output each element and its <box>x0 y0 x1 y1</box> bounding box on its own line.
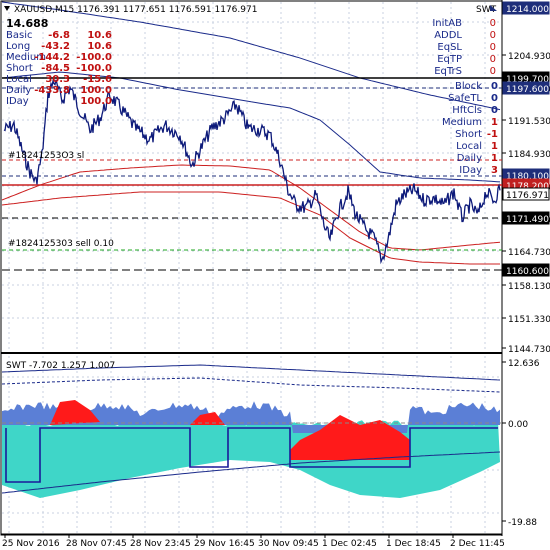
price-tick-label: 1184.930 <box>508 150 550 160</box>
price-tick-label: 1204.930 <box>508 52 550 62</box>
panel-value: 0 <box>490 30 496 41</box>
stats-value-1: -43.2 <box>41 41 70 52</box>
bid-price-label: 14.688 <box>6 17 48 30</box>
panel-value: 1 <box>491 153 498 164</box>
panel-label-addl: ADDL <box>434 30 462 41</box>
price-marker-label: 1197.600 <box>506 85 549 95</box>
dropdown-arrow-icon[interactable] <box>4 6 10 11</box>
stats-value-2: -15.6 <box>83 74 112 85</box>
stats-value-2: -100.0 <box>76 63 112 74</box>
stats-value-1: -433.8 <box>34 85 70 96</box>
panel-label-eqtrs: EqTrS <box>434 66 462 77</box>
oscillator-title: SWT -7.702 1.257 1.007 <box>6 361 115 371</box>
slow-ma-line <box>1 1 501 111</box>
price-marker <box>502 211 550 225</box>
panel-value: 0 <box>490 54 496 65</box>
panel-value: 0 <box>490 42 496 53</box>
panel-value: 1 <box>491 117 498 128</box>
time-tick-label: 1 Dec 18:45 <box>386 539 441 549</box>
stats-label-basic: Basic <box>6 30 32 41</box>
price-marker <box>502 1 550 15</box>
oscillator-upper-band-2 <box>1 377 501 393</box>
osc-tick-label: 12.636 <box>508 359 540 369</box>
price-marker <box>502 263 550 277</box>
price-marker-label: 1160.600 <box>506 267 549 277</box>
indicator-tag: SWT <box>476 5 497 15</box>
panel-value: 0 <box>491 81 498 92</box>
panel-label-safetl: SafeTL <box>448 93 482 104</box>
panel-value: 0 <box>490 18 496 29</box>
stats-label-iday: IDay <box>6 96 29 107</box>
time-tick-label: 29 Nov 16:45 <box>194 539 255 549</box>
panel-value: 1 <box>491 141 498 152</box>
panel-label-iday: IDay <box>459 165 482 176</box>
panel-label-medium: Medium <box>442 117 482 128</box>
oscillator-red-area <box>190 412 225 425</box>
panel-label-short: Short <box>455 129 482 140</box>
stats-value-1: -6.8 <box>48 30 70 41</box>
stats-label-long: Long <box>6 41 30 52</box>
price-marker-label: 1178.200 <box>506 182 549 192</box>
time-tick-label: 30 Nov 09:45 <box>258 539 319 549</box>
price-line <box>3 78 501 265</box>
panel-value: 0 <box>491 105 498 116</box>
panel-label-block: Block <box>455 81 482 92</box>
stats-label-medium: Medium <box>6 52 46 63</box>
price-tick-label: 1158.130 <box>508 282 550 292</box>
panel-label-hftcls: HftCls <box>452 105 482 116</box>
panel-label-eqtp: EqTP <box>437 54 462 65</box>
time-tick-label: 28 Nov 23:45 <box>130 539 191 549</box>
oscillator-upper-band <box>1 364 501 381</box>
stats-label-local: Local <box>6 74 32 85</box>
price-tick-label: 1164.730 <box>508 248 550 258</box>
price-marker-label: 1171.490 <box>506 215 549 225</box>
time-tick-label: 25 Nov 2016 <box>2 539 60 549</box>
panel-label-local: Local <box>456 141 482 152</box>
panel-value: -1 <box>487 129 498 140</box>
symbol-title: XAUUSD,M15 1176.391 1177.651 1176.591 11… <box>14 5 257 15</box>
stats-label-daily: Daily <box>6 85 31 96</box>
stats-value-2: 100.0 <box>80 96 112 107</box>
stats-value-2: 100.0 <box>80 85 112 96</box>
stats-value-2: -100.0 <box>76 52 112 63</box>
panel-value: 0 <box>490 66 496 77</box>
red-ma-line-2 <box>1 191 500 265</box>
panel-label-eqsl: EqSL <box>437 42 462 53</box>
oscillator-red-area <box>290 415 410 460</box>
medium-ma-line <box>1 71 501 183</box>
stats-label-short: Short <box>6 63 33 74</box>
panel-value: 3 <box>491 165 498 176</box>
oscillator-cyan-area <box>2 420 500 498</box>
stats-value-1: -144.2 <box>34 52 70 63</box>
price-marker-label: 1176.971 <box>506 191 549 201</box>
oscillator-step-line <box>5 427 498 483</box>
panel-value: 0 <box>491 93 498 104</box>
panel-label-daily: Daily <box>457 153 482 164</box>
oscillator-lower-band <box>1 451 501 494</box>
stats-value-1: -84.5 <box>41 63 70 74</box>
time-tick-label: 2 Dec 11:45 <box>450 539 505 549</box>
price-marker <box>502 81 550 95</box>
sell-order-label: #1824125303 sell 0.10 <box>8 239 114 249</box>
indicator-arrow-icon <box>490 5 497 11</box>
osc-tick-label: -19.88 <box>508 518 537 528</box>
price-marker <box>502 187 550 201</box>
osc-tick-label: 0.00 <box>508 420 528 430</box>
oscillator-red-area <box>50 400 100 425</box>
price-marker-label: 1214.000 <box>506 5 549 15</box>
time-tick-label: 28 Nov 07:45 <box>66 539 127 549</box>
price-tick-label: 1151.330 <box>508 315 550 325</box>
stats-value-2: 10.6 <box>87 41 112 52</box>
price-marker-label: 1199.700 <box>506 75 549 85</box>
stats-value-1: 30.3 <box>45 74 70 85</box>
stats-value-2: 10.6 <box>87 30 112 41</box>
stop-loss-label: #18241253O3 sl <box>8 151 84 161</box>
time-tick-label: 1 Dec 02:45 <box>322 539 377 549</box>
price-tick-label: 1144.730 <box>508 345 550 355</box>
price-marker-label: 1180.100 <box>506 172 549 182</box>
panel-label-initab: InitAB <box>432 18 462 29</box>
price-tick-label: 1191.530 <box>508 117 550 127</box>
